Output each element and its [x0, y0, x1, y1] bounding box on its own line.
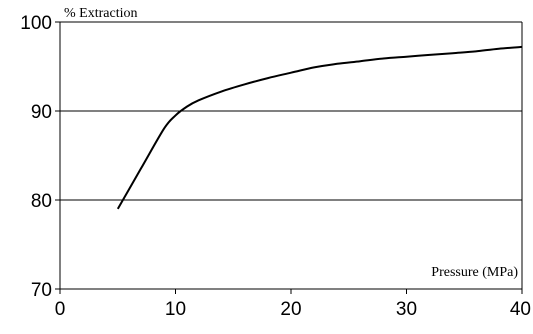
- x-tick-label: 40: [510, 299, 531, 320]
- y-axis-title: % Extraction: [64, 6, 137, 21]
- x-tick-labels: 0 10 20 30 40: [55, 289, 531, 320]
- x-tick-label: 30: [396, 299, 417, 320]
- y-tick-label: 80: [31, 191, 52, 212]
- plot-area: [60, 22, 522, 289]
- x-axis-title: Pressure (MPa): [431, 265, 518, 280]
- x-tick-label: 0: [55, 299, 66, 320]
- extraction-series-line: [116, 45, 523, 210]
- y-tick-label: 100: [20, 13, 52, 34]
- x-tick-label: 10: [165, 299, 186, 320]
- y-tick-label: 90: [31, 102, 52, 123]
- y-tick-label: 70: [31, 280, 52, 301]
- x-tick-label: 20: [280, 299, 301, 320]
- gridlines: [60, 110, 522, 201]
- y-tick-labels: 70 80 90 100: [20, 13, 60, 301]
